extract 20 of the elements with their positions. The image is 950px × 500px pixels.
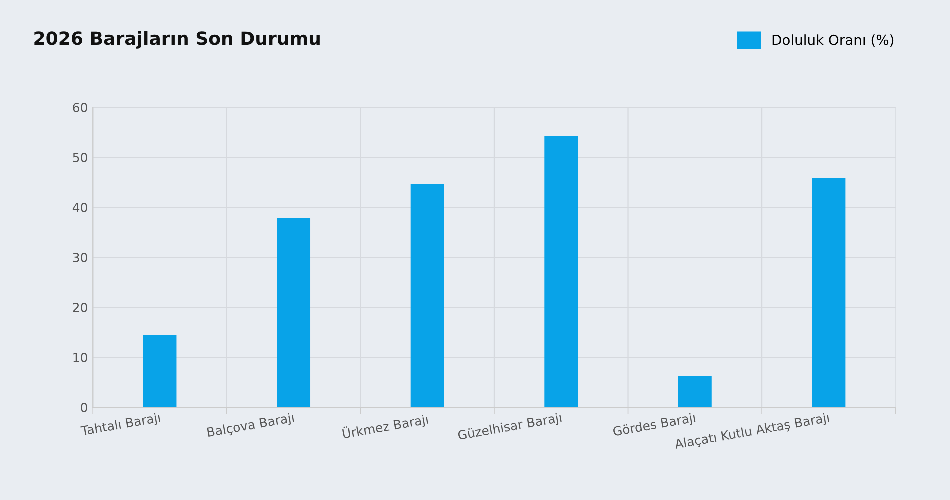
y-tick-label: 40 bbox=[72, 202, 88, 212]
chart-title: 2026 Barajların Son Durumu bbox=[34, 31, 320, 49]
bar bbox=[277, 218, 311, 408]
y-tick-label: 50 bbox=[73, 152, 88, 162]
x-tick-label: Balçova Barajı bbox=[207, 412, 295, 440]
legend-label: Doluluk Oranı (%) bbox=[772, 34, 894, 47]
bar bbox=[678, 376, 712, 408]
x-tick-label: Tahtalı Barajı bbox=[80, 412, 161, 438]
x-tick-label: Gördes Barajı bbox=[612, 412, 696, 439]
y-tick-label: 60 bbox=[73, 102, 88, 112]
y-tick-label: 30 bbox=[73, 252, 88, 262]
x-tick-label: Güzelhisar Barajı bbox=[458, 412, 562, 443]
y-tick-label: 10 bbox=[74, 352, 88, 362]
bar bbox=[544, 136, 578, 408]
x-tick-label: Ürkmez Barajı bbox=[342, 412, 429, 442]
bar bbox=[143, 335, 177, 408]
y-tick-label: 20 bbox=[73, 302, 88, 312]
y-tick-label: 0 bbox=[81, 402, 88, 412]
bar bbox=[410, 184, 444, 408]
bar bbox=[812, 178, 846, 408]
